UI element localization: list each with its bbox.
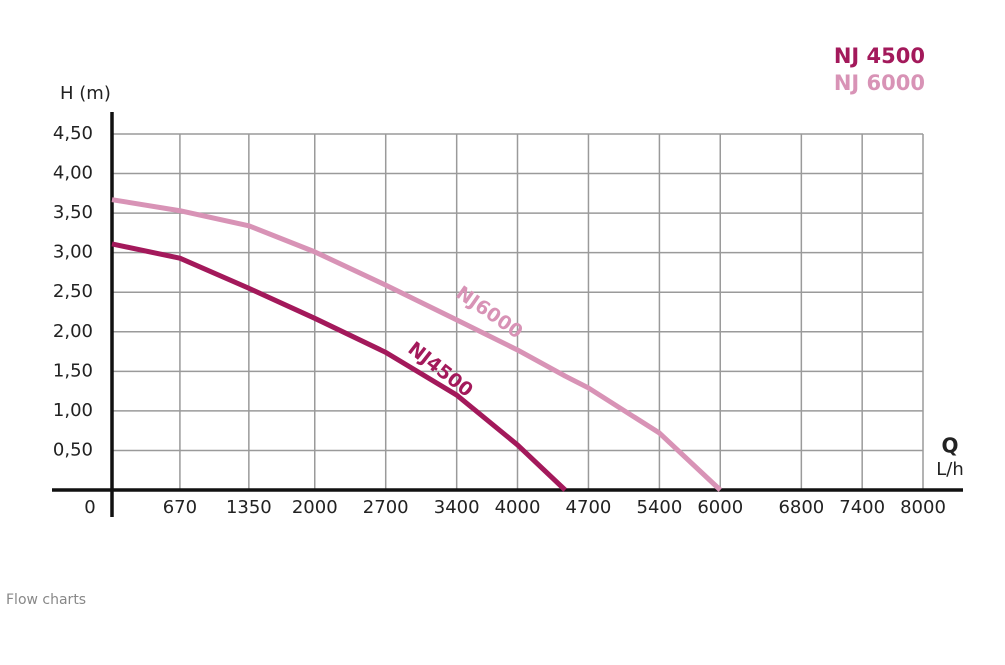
x-tick-label: 6800 (778, 497, 824, 518)
x-tick-label: 6000 (697, 497, 743, 518)
y-tick-label: 3,00 (53, 242, 93, 263)
y-tick-label: 4,00 (53, 163, 93, 184)
y-tick-label: 1,50 (53, 360, 93, 381)
x-tick-label: 5400 (637, 497, 683, 518)
x-tick-label: 2000 (292, 497, 338, 518)
x-tick-label: 670 (163, 497, 197, 518)
y-tick-label: 0,50 (53, 439, 93, 460)
series-line (111, 197, 722, 492)
x-tick-label: 2700 (363, 497, 409, 518)
x-tick-label: 1350 (226, 497, 272, 518)
x-tick-label: 0 (84, 497, 95, 518)
legend-entry: NJ 4500 (834, 44, 925, 68)
x-axis-unit: L/h (936, 459, 964, 480)
y-axis-label: H (m) (60, 83, 111, 104)
x-tick-label: 7400 (839, 497, 885, 518)
x-tick-label: 8000 (900, 497, 946, 518)
y-tick-label: 1,00 (53, 400, 93, 421)
x-tick-label: 4700 (566, 497, 612, 518)
y-tick-label: 3,50 (53, 202, 93, 223)
caption: Flow charts (6, 592, 86, 608)
y-tick-label: 4,50 (53, 123, 93, 144)
series-line (111, 241, 567, 492)
y-tick-label: 2,00 (53, 321, 93, 342)
x-tick-label: 4000 (495, 497, 541, 518)
x-tick-label: 3400 (434, 497, 480, 518)
y-tick-label: 2,50 (53, 281, 93, 302)
legend-entry: NJ 6000 (834, 71, 925, 95)
x-axis-label: Q (941, 434, 958, 458)
